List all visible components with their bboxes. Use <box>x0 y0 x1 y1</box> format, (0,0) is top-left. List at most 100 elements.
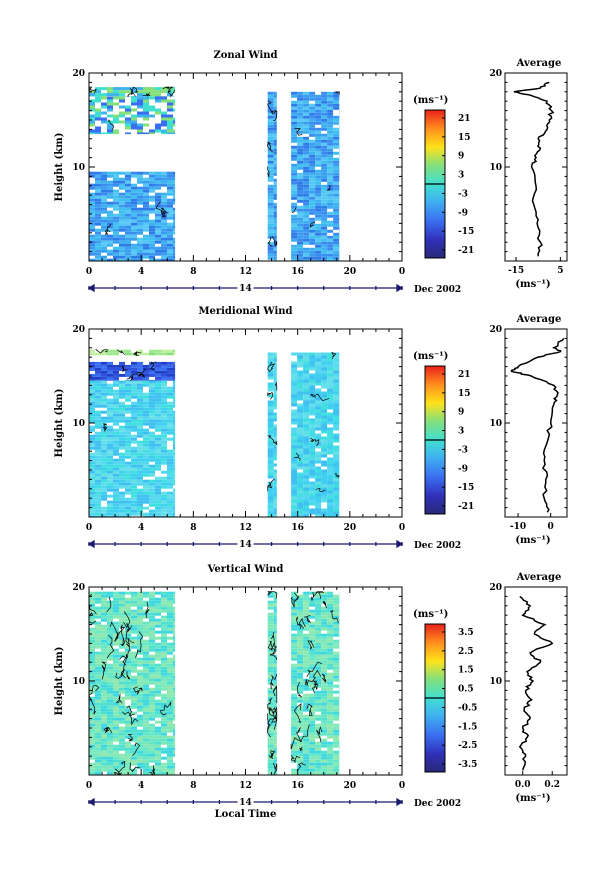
heatmap-cell <box>167 222 173 226</box>
heatmap-cell <box>167 726 173 730</box>
heatmap-cell <box>101 597 107 601</box>
heatmap-cell <box>95 675 101 679</box>
heatmap-cell <box>297 403 304 407</box>
heatmap-cell <box>161 771 167 775</box>
heatmap-cell <box>119 207 125 211</box>
heatmap-cell <box>173 222 176 226</box>
heatmap-cell <box>101 693 107 697</box>
heatmap-cell <box>327 151 334 155</box>
heatmap-cell <box>297 606 304 610</box>
heatmap-cell <box>149 681 155 685</box>
heatmap-cell <box>161 246 167 250</box>
heatmap-cell <box>315 765 322 769</box>
heatmap-cell <box>119 717 125 721</box>
heatmap-cell <box>333 466 340 470</box>
heatmap-cell <box>95 419 101 423</box>
heatmap-cell <box>143 213 149 217</box>
heatmap-cell <box>327 121 334 125</box>
heatmap-cell <box>161 252 167 256</box>
heatmap-cell <box>101 600 107 604</box>
heatmap-cell <box>107 216 113 220</box>
heatmap-cell <box>315 714 322 718</box>
heatmap-cell <box>113 744 119 748</box>
heatmap-cell <box>297 460 304 464</box>
heatmap-cell <box>303 514 310 517</box>
heatmap-cell <box>333 651 340 655</box>
heatmap-cell <box>119 195 125 199</box>
heatmap-cell <box>137 96 143 100</box>
heatmap-cell <box>131 500 137 504</box>
heatmap-cell <box>119 114 125 118</box>
contour-line <box>267 641 276 656</box>
heatmap-cell <box>321 136 328 140</box>
heatmap-cell <box>333 259 340 261</box>
heatmap-cell <box>95 690 101 694</box>
heatmap-cell <box>137 747 143 751</box>
heatmap-cell <box>89 488 95 492</box>
heatmap-cell <box>107 672 113 676</box>
heatmap-cell <box>315 675 322 679</box>
heatmap-cell <box>137 349 143 353</box>
heatmap-cell <box>327 693 334 697</box>
heatmap-cell <box>309 181 316 185</box>
heatmap-cell <box>291 615 298 619</box>
heatmap-cell <box>291 687 298 691</box>
heatmap-cell <box>95 96 101 100</box>
heatmap-cell <box>173 395 176 399</box>
heatmap-cell <box>125 744 131 748</box>
heatmap-cell <box>327 124 334 128</box>
heatmap-cell <box>315 106 322 110</box>
heatmap-cell <box>131 186 137 190</box>
heatmap-cell <box>315 594 322 598</box>
heatmap-cell <box>333 666 340 670</box>
heatmap-cell <box>107 443 113 447</box>
heatmap-cell <box>267 400 274 404</box>
heatmap-cell <box>309 238 316 242</box>
heatmap-cell <box>291 391 298 395</box>
heatmap-cell <box>143 479 149 483</box>
heatmap-cell <box>309 720 316 724</box>
heatmap-cell <box>267 220 274 224</box>
heatmap-cell <box>333 415 340 419</box>
heatmap-cell <box>131 711 137 715</box>
heatmap-cell <box>297 223 304 227</box>
heatmap-cell <box>143 216 149 220</box>
heatmap-cell <box>131 96 137 100</box>
heatmap-cell <box>137 367 143 371</box>
heatmap-cell <box>291 729 298 733</box>
heatmap-cell <box>303 136 310 140</box>
heatmap-cell <box>161 639 167 643</box>
heatmap-cell <box>273 391 277 395</box>
heatmap-cell <box>309 651 316 655</box>
heatmap-cell <box>119 666 125 670</box>
heatmap-cell <box>315 160 322 164</box>
heatmap-cell <box>125 234 131 238</box>
heatmap-cell <box>315 481 322 485</box>
heatmap-cell <box>267 232 274 236</box>
heatmap-cell <box>315 445 322 449</box>
heatmap-cell <box>173 207 176 211</box>
heatmap-cell <box>131 428 137 432</box>
heatmap-cell <box>161 666 167 670</box>
heatmap-cell <box>327 511 334 515</box>
heatmap-cell <box>327 705 334 709</box>
heatmap-cell <box>273 612 277 616</box>
heatmap-cell <box>89 503 95 507</box>
heatmap-cell <box>167 756 173 760</box>
heatmap-cell <box>137 458 143 462</box>
heatmap-cell <box>327 756 334 760</box>
heatmap-cell <box>149 470 155 474</box>
heatmap-cell <box>167 458 173 462</box>
heatmap-cell <box>101 741 107 745</box>
heatmap-cell <box>333 157 340 161</box>
heatmap-cell <box>291 735 298 739</box>
contour-line <box>297 681 303 698</box>
heatmap-cell <box>107 437 113 441</box>
x-tick-label: 20 <box>344 267 357 277</box>
heatmap-cell <box>173 174 176 178</box>
heatmap-cell <box>161 386 167 390</box>
heatmap-cell <box>327 762 334 766</box>
heatmap-cell <box>95 693 101 697</box>
heatmap-cell <box>291 457 298 461</box>
heatmap-cell <box>327 193 334 197</box>
